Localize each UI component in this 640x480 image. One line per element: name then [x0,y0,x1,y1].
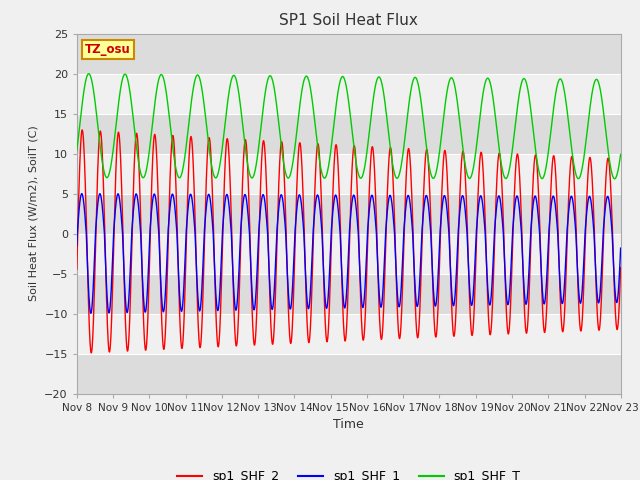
Text: TZ_osu: TZ_osu [85,43,131,56]
Bar [77,313,621,354]
Bar [77,114,621,154]
Bar [77,193,621,234]
Bar [77,354,621,394]
X-axis label: Time: Time [333,418,364,431]
Bar [77,154,621,193]
Bar [77,73,621,114]
Y-axis label: Soil Heat Flux (W/m2), SoilT (C): Soil Heat Flux (W/m2), SoilT (C) [29,126,38,301]
Bar [77,274,621,313]
Legend: sp1_SHF_2, sp1_SHF_1, sp1_SHF_T: sp1_SHF_2, sp1_SHF_1, sp1_SHF_T [172,465,525,480]
Bar [77,234,621,274]
Title: SP1 Soil Heat Flux: SP1 Soil Heat Flux [280,13,418,28]
Bar [77,34,621,73]
